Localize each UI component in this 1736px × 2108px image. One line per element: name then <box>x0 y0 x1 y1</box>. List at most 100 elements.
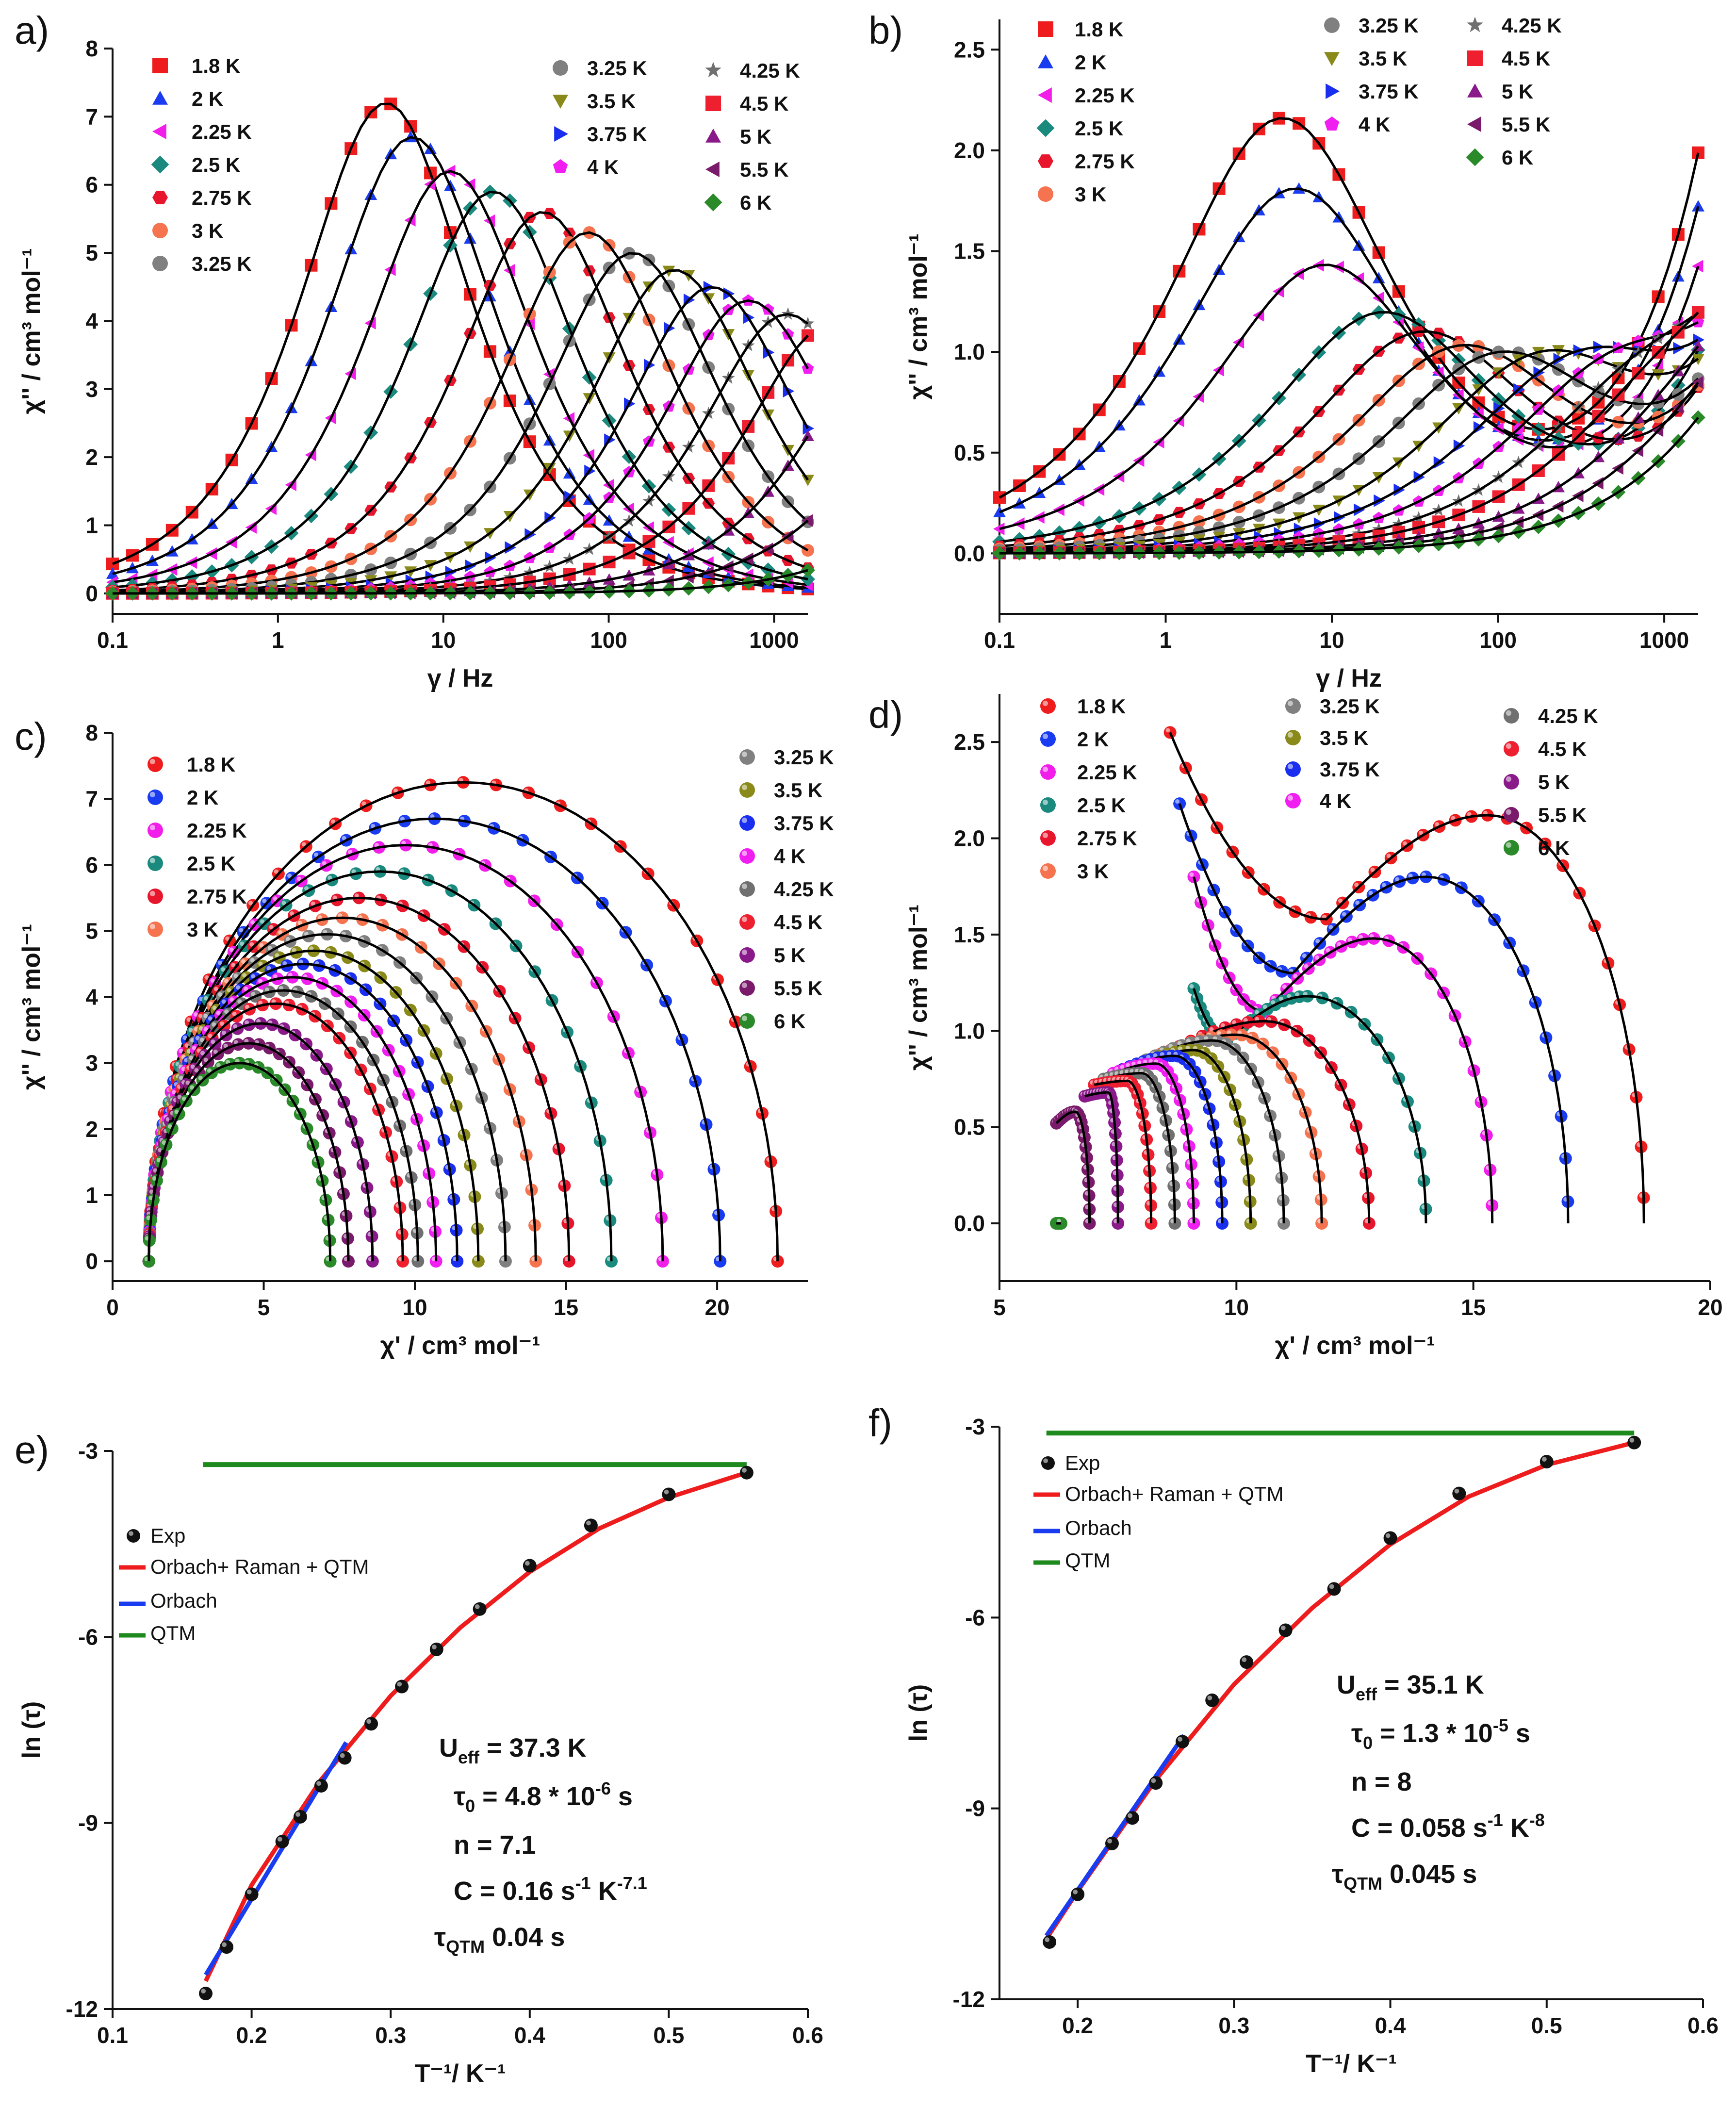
panel-label: d) <box>868 693 903 736</box>
tau0-annotation: τ0 = 1.3 * 10-5 s <box>1351 1715 1530 1753</box>
legend-label: 5 K <box>1538 771 1570 793</box>
x-tick-label: 10 <box>1224 1295 1249 1320</box>
legend-label: 4.25 K <box>774 878 834 901</box>
fit-line <box>147 1042 350 1262</box>
x-tick-label: 5 <box>258 1295 270 1320</box>
y-tick-label: 8 <box>85 720 98 745</box>
legend-marker <box>1040 731 1056 747</box>
exp-point <box>1176 1735 1189 1748</box>
y-tick-label: -3 <box>965 1414 985 1439</box>
data-point <box>1693 333 1704 346</box>
legend-marker <box>152 91 168 105</box>
fit-line <box>112 569 808 595</box>
legend-marker <box>1285 793 1301 808</box>
legend-label: QTM <box>150 1622 196 1645</box>
exp-point <box>1278 1623 1293 1637</box>
legend-marker <box>1038 87 1052 103</box>
legend-label: 2.25 K <box>1075 84 1135 107</box>
legend-label: 3.75 K <box>1359 80 1419 103</box>
legend-label: 4.5 K <box>1538 738 1587 760</box>
legend-label: 4.25 K <box>740 59 800 82</box>
legend-marker <box>1467 50 1483 66</box>
legend-marker <box>705 162 720 177</box>
exp-point <box>1627 1435 1641 1449</box>
x-tick-label: 100 <box>590 627 627 653</box>
exp-point <box>739 1466 753 1480</box>
legend-marker <box>553 159 568 173</box>
legend-marker <box>127 1529 140 1543</box>
exp-point <box>314 1779 328 1793</box>
legend-label: 6 K <box>1502 146 1533 169</box>
legend-label: 4 K <box>1320 790 1351 812</box>
fit-line <box>999 311 1700 543</box>
y-tick-label: 2 <box>85 445 98 470</box>
legend-label: Orbach+ Raman + QTM <box>1065 1482 1284 1505</box>
x-axis-label: γ / Hz <box>1316 664 1382 692</box>
legend-marker <box>1467 16 1483 33</box>
x-tick-label: 0.6 <box>792 2023 823 2048</box>
y-tick-label: -9 <box>965 1796 985 1821</box>
exp-point <box>1539 1455 1554 1469</box>
legend-marker <box>1466 148 1484 166</box>
legend-label: 3.5 K <box>587 90 636 113</box>
legend-marker <box>1467 83 1483 98</box>
fit-line <box>1178 803 1570 1224</box>
legend-label: 4.5 K <box>740 92 788 115</box>
y-tick-label: -3 <box>78 1438 98 1464</box>
ueff-annotation: Ueff = 35.1 K <box>1337 1670 1484 1704</box>
y-tick-label: 6 <box>85 172 98 198</box>
fit-line <box>112 190 808 589</box>
legend-marker <box>1038 21 1053 37</box>
legend-label: 3.75 K <box>1320 758 1380 781</box>
fit-line <box>112 102 808 591</box>
legend-label: 3.75 K <box>587 123 647 146</box>
y-tick-label: 2.5 <box>954 37 985 62</box>
legend-label: 2.5 K <box>192 153 240 176</box>
x-tick-label: 0.4 <box>1375 2013 1406 2038</box>
legend-marker <box>1040 830 1056 846</box>
tqtm-annotation: τQTM 0.045 s <box>1332 1860 1477 1894</box>
exp-point <box>1452 1486 1466 1500</box>
legend-marker <box>554 126 568 142</box>
panel-label: e) <box>15 1428 49 1471</box>
y-tick-label: -12 <box>66 1996 98 2022</box>
legend-label: 3.5 K <box>774 779 822 802</box>
legend-label: 4.5 K <box>1502 47 1550 70</box>
exp-point <box>293 1810 307 1824</box>
fit-line <box>112 211 808 592</box>
orbach-line <box>204 1741 348 1976</box>
legend-label: QTM <box>1065 1549 1110 1572</box>
legend-label: 1.8 K <box>192 54 240 77</box>
y-tick-label: 0.0 <box>954 1211 985 1236</box>
panel-label: a) <box>15 9 49 52</box>
legend-marker <box>1040 764 1056 780</box>
legend-label: 3 K <box>1075 183 1106 206</box>
x-tick-label: 10 <box>431 627 456 653</box>
exp-point <box>1205 1693 1219 1707</box>
legend-marker <box>147 757 163 772</box>
tau0-annotation: τ0 = 4.8 * 10-6 s <box>454 1779 633 1816</box>
legend-label: 4 K <box>587 156 619 179</box>
legend-marker <box>1038 154 1053 168</box>
data-point <box>992 546 1007 561</box>
x-tick-label: 15 <box>1461 1295 1486 1320</box>
y-tick-label: 1.0 <box>954 1018 985 1043</box>
exp-point <box>395 1680 409 1694</box>
exp-point <box>584 1518 598 1532</box>
y-tick-label: 5 <box>85 240 98 265</box>
x-tick-label: 100 <box>1479 627 1517 653</box>
y-tick-label: 3 <box>85 1051 98 1076</box>
exp-point <box>1043 1935 1057 1949</box>
legend-marker <box>152 124 166 139</box>
legend-label: 2.5 K <box>1075 117 1123 140</box>
exp-point <box>338 1751 352 1765</box>
legend-label: 5 K <box>740 125 771 148</box>
exp-point <box>220 1940 234 1954</box>
y-tick-label: 1.0 <box>954 339 985 364</box>
x-tick-label: 0.1 <box>97 2023 128 2048</box>
x-tick-label: 20 <box>705 1295 730 1320</box>
legend-label: 2.5 K <box>1077 794 1126 817</box>
legend-marker <box>1038 54 1053 68</box>
x-tick-label: 0.5 <box>1531 2013 1562 2038</box>
legend-label: 3.25 K <box>1320 695 1380 718</box>
